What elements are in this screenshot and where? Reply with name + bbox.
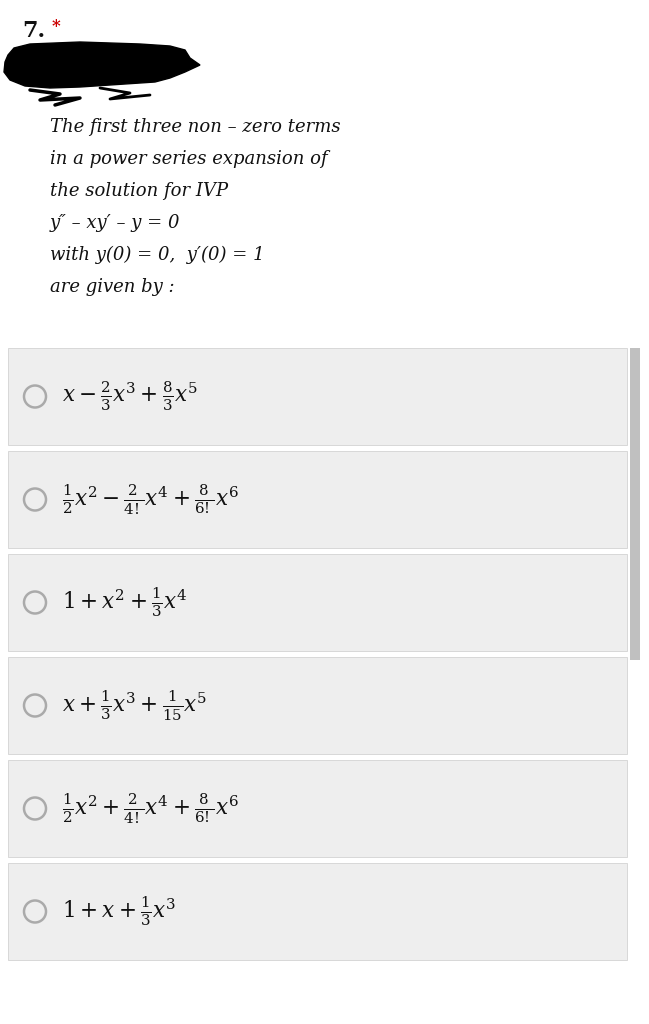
FancyBboxPatch shape: [8, 657, 627, 754]
FancyBboxPatch shape: [8, 760, 627, 857]
FancyBboxPatch shape: [8, 863, 627, 961]
Text: $x - \frac{2}{3}x^3 + \frac{8}{3}x^5$: $x - \frac{2}{3}x^3 + \frac{8}{3}x^5$: [62, 380, 198, 413]
Polygon shape: [4, 42, 200, 88]
Text: $1 + x + \frac{1}{3}x^3$: $1 + x + \frac{1}{3}x^3$: [62, 895, 176, 929]
FancyBboxPatch shape: [8, 348, 627, 445]
Text: with y(0) = 0,  y′(0) = 1: with y(0) = 0, y′(0) = 1: [50, 246, 265, 264]
Text: are given by :: are given by :: [50, 278, 175, 296]
Text: in a power series expansion of: in a power series expansion of: [50, 150, 328, 168]
Text: $\frac{1}{2}x^2 - \frac{2}{4!}x^4 + \frac{8}{6!}x^6$: $\frac{1}{2}x^2 - \frac{2}{4!}x^4 + \fra…: [62, 482, 239, 517]
Text: $1 + x^2 + \frac{1}{3}x^4$: $1 + x^2 + \frac{1}{3}x^4$: [62, 586, 188, 620]
FancyBboxPatch shape: [8, 451, 627, 548]
Text: The first three non – zero terms: The first three non – zero terms: [50, 118, 341, 136]
Text: $\frac{1}{2}x^2 + \frac{2}{4!}x^4 + \frac{8}{6!}x^6$: $\frac{1}{2}x^2 + \frac{2}{4!}x^4 + \fra…: [62, 792, 239, 825]
Text: $x + \frac{1}{3}x^3 + \frac{1}{15}x^5$: $x + \frac{1}{3}x^3 + \frac{1}{15}x^5$: [62, 688, 207, 723]
Text: y″ – xy′ – y = 0: y″ – xy′ – y = 0: [50, 214, 180, 232]
Text: 7.: 7.: [22, 20, 45, 42]
Text: *: *: [52, 18, 61, 35]
FancyBboxPatch shape: [8, 554, 627, 651]
Bar: [630, 348, 640, 660]
Text: the solution for IVP: the solution for IVP: [50, 182, 228, 200]
